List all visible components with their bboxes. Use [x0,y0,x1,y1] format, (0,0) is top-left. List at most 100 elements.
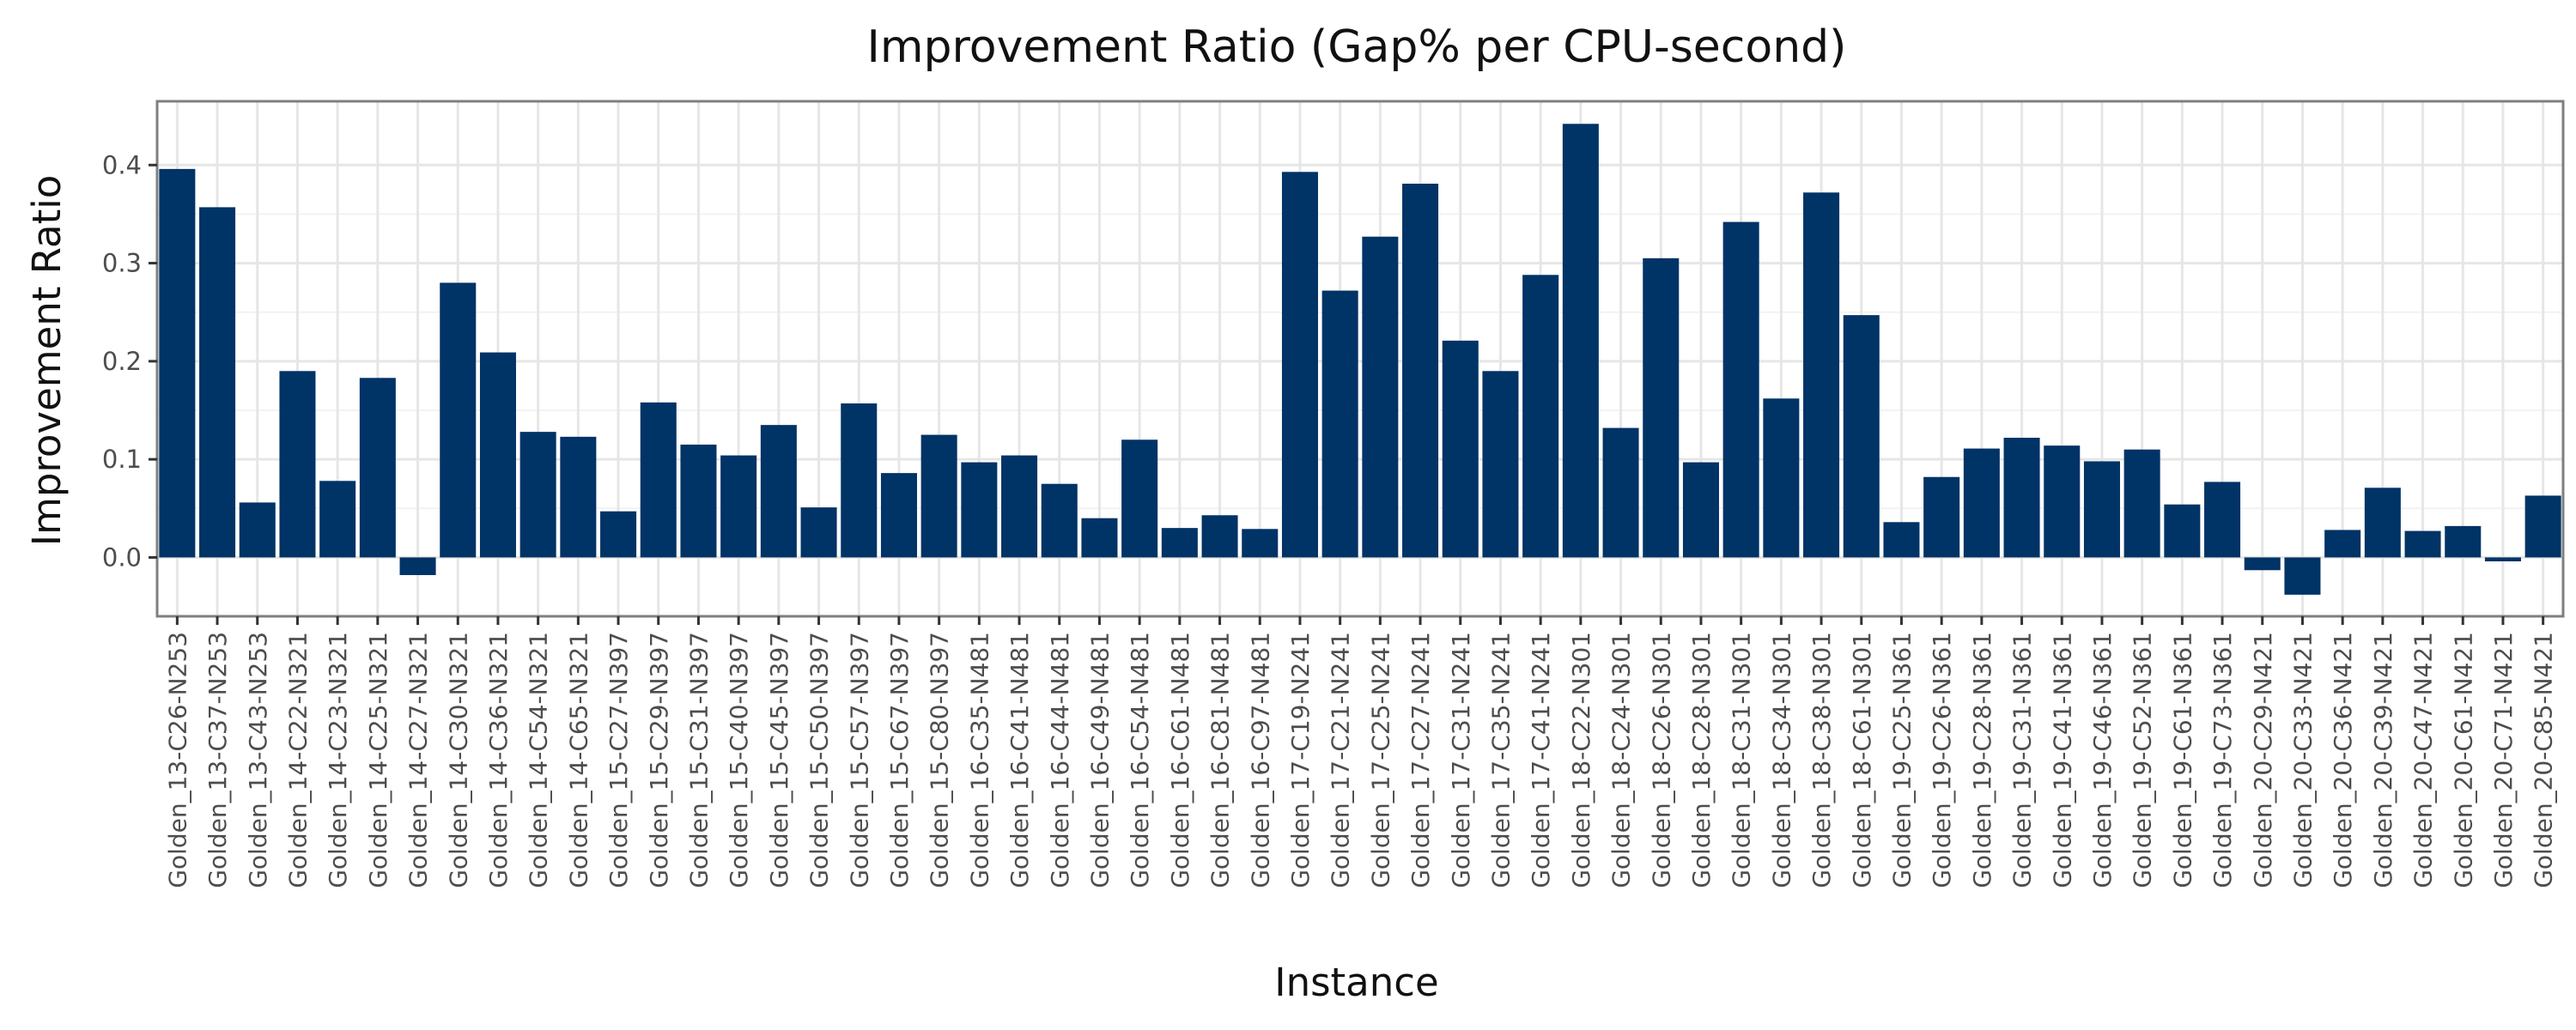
x-tick-label: Golden_16-C44-N481 [1046,632,1074,888]
bar: Golden_17-C31-N241: 0.221 [1442,340,1479,558]
x-tick-label: Golden_15-C45-N397 [765,632,793,888]
x-tick-label: Golden_18-C34-N301 [1767,632,1795,888]
bar: Golden_17-C21-N241: 0.272 [1321,290,1358,558]
bar: Golden_19-C26-N361: 0.082 [1923,476,1960,558]
x-tick-label: Golden_15-C80-N397 [926,632,954,888]
x-tick-label: Golden_20-C33-N421 [2288,632,2317,888]
x-tick-label: Golden_13-C37-N253 [204,632,232,888]
bar: Golden_16-C44-N481: 0.075 [1041,483,1078,558]
bar: Golden_20-C33-N421: -0.038 [2284,557,2321,595]
x-tick-label: Golden_20-C29-N421 [2249,632,2277,888]
y-tick-label: 0.1 [102,445,142,474]
bar: Golden_18-C22-N301: 0.442 [1562,124,1599,558]
x-tick-label: Golden_16-C35-N481 [965,632,993,888]
bar: Golden_19-C28-N361: 0.111 [1963,448,2000,558]
x-tick-label: Golden_19-C31-N361 [2008,632,2037,888]
bar: Golden_13-C37-N253: 0.357 [199,207,236,558]
x-tick-label: Golden_17-C21-N241 [1327,632,1355,888]
x-tick-label: Golden_13-C26-N253 [163,632,191,888]
x-axis-ticks: Golden_13-C26-N253 Golden_13-C37-N253 Gold… [163,616,2558,888]
x-tick-label: Golden_14-C23-N321 [324,632,352,888]
bar: Golden_15-C67-N397: 0.086 [880,473,917,558]
bar: Golden_14-C54-N321: 0.128 [519,432,556,558]
bar: Golden_18-C61-N301: 0.247 [1843,315,1880,558]
bar: Golden_20-C85-N421: 0.063 [2524,495,2561,558]
x-tick-label: Golden_20-C36-N421 [2329,632,2357,888]
bars: Golden_13-C26-N253: 0.396Golden_13-C37-N… [159,124,2561,595]
bar: Golden_17-C27-N241: 0.381 [1402,184,1439,558]
bar: Golden_18-C31-N301: 0.342 [1722,221,1759,558]
bar: Golden_13-C43-N253: 0.056 [239,502,276,558]
bar: Golden_14-C27-N321: -0.018 [399,557,436,575]
bar: Golden_19-C52-N361: 0.11 [2123,449,2160,558]
x-tick-label: Golden_16-C81-N481 [1206,632,1235,888]
x-tick-label: Golden_15-C50-N397 [805,632,834,888]
x-tick-label: Golden_17-C27-N241 [1406,632,1435,888]
plot-background [157,101,2563,616]
bar: Golden_19-C41-N361: 0.114 [2044,445,2081,558]
bar: Golden_19-C73-N361: 0.077 [2204,482,2241,558]
x-tick-label: Golden_14-C25-N321 [364,632,392,888]
x-tick-label: Golden_14-C22-N321 [283,632,312,888]
y-tick-label: 0.4 [102,150,142,179]
x-tick-label: Golden_15-C57-N397 [845,632,873,888]
x-tick-label: Golden_18-C22-N301 [1567,632,1595,888]
x-tick-label: Golden_20-C39-N421 [2369,632,2397,888]
bar: Golden_18-C26-N301: 0.305 [1643,258,1680,558]
x-tick-label: Golden_17-C31-N241 [1447,632,1475,888]
y-tick-label: 0.3 [102,249,142,278]
bar: Golden_20-C47-N421: 0.027 [2404,530,2441,558]
bar: Golden_17-C25-N241: 0.327 [1362,236,1399,558]
bar: Golden_14-C25-N321: 0.183 [359,378,396,558]
x-tick-label: Golden_14-C54-N321 [525,632,553,888]
plot-border [155,100,2565,618]
y-tick-label: 0.2 [102,347,142,376]
chart-title: Improvement Ratio (Gap% per CPU-second) [867,21,1847,73]
bar: Golden_16-C35-N481: 0.097 [961,462,998,558]
bar: Golden_15-C45-N397: 0.135 [760,425,797,558]
bar: Golden_15-C57-N397: 0.157 [841,403,878,558]
bar: Golden_17-C19-N241: 0.393 [1281,172,1318,558]
x-tick-label: Golden_15-C40-N397 [725,632,753,888]
bar: Golden_16-C81-N481: 0.043 [1201,515,1238,558]
x-tick-label: Golden_19-C46-N361 [2088,632,2117,888]
bar: Golden_14-C23-N321: 0.078 [319,481,356,558]
bar: Golden_15-C29-N397: 0.158 [640,402,677,558]
x-tick-label: Golden_18-C26-N301 [1647,632,1675,888]
x-tick-label: Golden_20-C71-N421 [2489,632,2518,888]
bar: Golden_16-C61-N481: 0.03 [1161,528,1198,558]
x-tick-label: Golden_18-C31-N301 [1728,632,1756,888]
y-axis-title: Improvement Ratio [24,175,70,547]
bar: Golden_13-C26-N253: 0.396 [159,168,196,558]
bar: Golden_14-C22-N321: 0.19 [279,371,316,558]
bar: Golden_20-C39-N421: 0.071 [2364,488,2401,558]
x-tick-label: Golden_17-C35-N241 [1486,632,1515,888]
plot-border-rect [155,100,2565,618]
x-tick-label: Golden_15-C67-N397 [885,632,914,888]
x-tick-label: Golden_19-C61-N361 [2168,632,2196,888]
x-tick-label: Golden_19-C28-N361 [1968,632,1996,888]
x-tick-label: Golden_14-C65-N321 [564,632,592,888]
bar: Golden_15-C31-N397: 0.115 [680,445,717,558]
bar: Golden_19-C25-N361: 0.036 [1883,522,1920,558]
bar: Golden_15-C80-N397: 0.125 [920,434,957,558]
x-tick-label: Golden_19-C41-N361 [2048,632,2076,888]
bar: Golden_14-C36-N321: 0.209 [479,352,516,558]
plot-panel [157,101,2563,616]
x-tick-label: Golden_18-C61-N301 [1848,632,1876,888]
x-tick-label: Golden_20-C85-N421 [2530,632,2558,888]
bar: Golden_20-C71-N421: -0.004 [2484,557,2521,561]
bar: Golden_14-C65-N321: 0.123 [560,436,597,558]
x-tick-label: Golden_15-C27-N397 [605,632,633,888]
bar: Golden_18-C34-N301: 0.162 [1763,398,1800,558]
bar: Golden_15-C27-N397: 0.047 [600,511,637,558]
x-tick-label: Golden_16-C97-N481 [1246,632,1274,888]
x-tick-label: Golden_17-C25-N241 [1366,632,1394,888]
bar: Golden_19-C31-N361: 0.122 [2003,438,2040,558]
x-tick-label: Golden_18-C28-N301 [1687,632,1716,888]
x-tick-label: Golden_16-C61-N481 [1166,632,1194,888]
x-tick-label: Golden_20-C61-N421 [2449,632,2477,888]
x-axis-title: Instance [1274,960,1438,1005]
x-tick-label: Golden_15-C31-N397 [684,632,713,888]
